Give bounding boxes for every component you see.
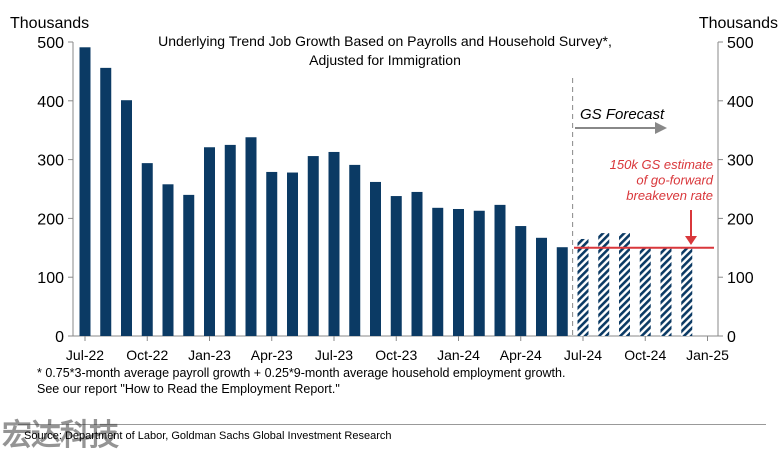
source-text: Source: Department of Labor, Goldman Sac… bbox=[24, 430, 392, 442]
bar bbox=[328, 151, 340, 336]
forecast-bar bbox=[598, 233, 610, 336]
bar bbox=[515, 226, 527, 336]
x-tick-label: Jan-23 bbox=[188, 347, 231, 363]
bar bbox=[79, 47, 91, 337]
bar bbox=[287, 172, 298, 336]
bar bbox=[100, 67, 112, 336]
y-tick-label-left: 300 bbox=[37, 153, 64, 170]
x-tick-label: Oct-23 bbox=[375, 347, 417, 363]
bar bbox=[556, 247, 568, 336]
bar bbox=[370, 181, 381, 336]
bar bbox=[453, 208, 464, 336]
reference-arrow-icon bbox=[685, 236, 697, 245]
bar bbox=[266, 171, 278, 336]
bar bbox=[307, 156, 319, 336]
y-tick-label-left: 200 bbox=[37, 211, 64, 228]
y-tick-label-right: 100 bbox=[727, 270, 754, 287]
x-tick-label: Jul-23 bbox=[315, 347, 353, 363]
footnote-line-2: See our report "How to Read the Employme… bbox=[37, 382, 340, 396]
x-tick-label: Oct-24 bbox=[624, 347, 666, 363]
reference-line-label: of go-forward bbox=[636, 173, 713, 188]
bar bbox=[162, 184, 174, 336]
x-tick-label: Jul-24 bbox=[564, 347, 602, 363]
footnote-line-1: * 0.75*3-month average payroll growth + … bbox=[37, 366, 566, 380]
x-tick-label: Jan-24 bbox=[437, 347, 480, 363]
y-tick-label-left: 0 bbox=[55, 329, 64, 346]
x-tick-label: Jan-25 bbox=[686, 347, 729, 363]
y-axis-right-label: Thousands bbox=[699, 15, 778, 32]
x-tick-label: Apr-24 bbox=[500, 347, 542, 363]
bar bbox=[121, 100, 132, 336]
y-tick-label-left: 100 bbox=[37, 270, 64, 287]
reference-line-label: breakeven rate bbox=[626, 188, 713, 203]
x-tick-label: Apr-23 bbox=[251, 347, 293, 363]
x-tick-label: Jul-22 bbox=[66, 347, 104, 363]
forecast-bar bbox=[639, 247, 651, 336]
reference-line-label: 150k GS estimate bbox=[610, 157, 713, 172]
bar bbox=[473, 210, 485, 336]
forecast-label: GS Forecast bbox=[580, 106, 665, 123]
forecast-bar bbox=[619, 233, 630, 336]
bar bbox=[432, 207, 444, 336]
chart-title-line-2: Adjusted for Immigration bbox=[309, 52, 461, 68]
watermark-logo: 宏达科技 bbox=[2, 418, 119, 451]
x-tick-label: Oct-22 bbox=[126, 347, 168, 363]
bar bbox=[390, 196, 402, 336]
bar bbox=[245, 137, 257, 336]
bar bbox=[183, 194, 195, 336]
bar bbox=[536, 237, 547, 336]
bar bbox=[204, 147, 215, 336]
y-tick-label-left: 500 bbox=[37, 35, 64, 52]
bar bbox=[224, 144, 236, 336]
forecast-bar bbox=[681, 247, 693, 336]
bar bbox=[141, 163, 153, 336]
forecast-bar bbox=[577, 238, 589, 336]
forecast-bar bbox=[660, 247, 672, 336]
y-tick-label-right: 500 bbox=[727, 35, 754, 52]
bar bbox=[349, 164, 361, 336]
y-axis-left-label: Thousands bbox=[10, 15, 89, 32]
divider bbox=[18, 424, 766, 425]
y-tick-label-right: 300 bbox=[727, 153, 754, 170]
y-tick-label-left: 400 bbox=[37, 94, 64, 111]
forecast-arrow-icon bbox=[655, 122, 667, 134]
y-tick-label-right: 400 bbox=[727, 94, 754, 111]
bar-chart: Thousands Thousands Underlying Trend Job… bbox=[10, 15, 778, 363]
bar bbox=[494, 204, 506, 336]
y-tick-label-right: 200 bbox=[727, 211, 754, 228]
y-tick-label-right: 0 bbox=[727, 329, 736, 346]
bar bbox=[411, 191, 423, 336]
chart-title-line-1: Underlying Trend Job Growth Based on Pay… bbox=[158, 33, 612, 49]
